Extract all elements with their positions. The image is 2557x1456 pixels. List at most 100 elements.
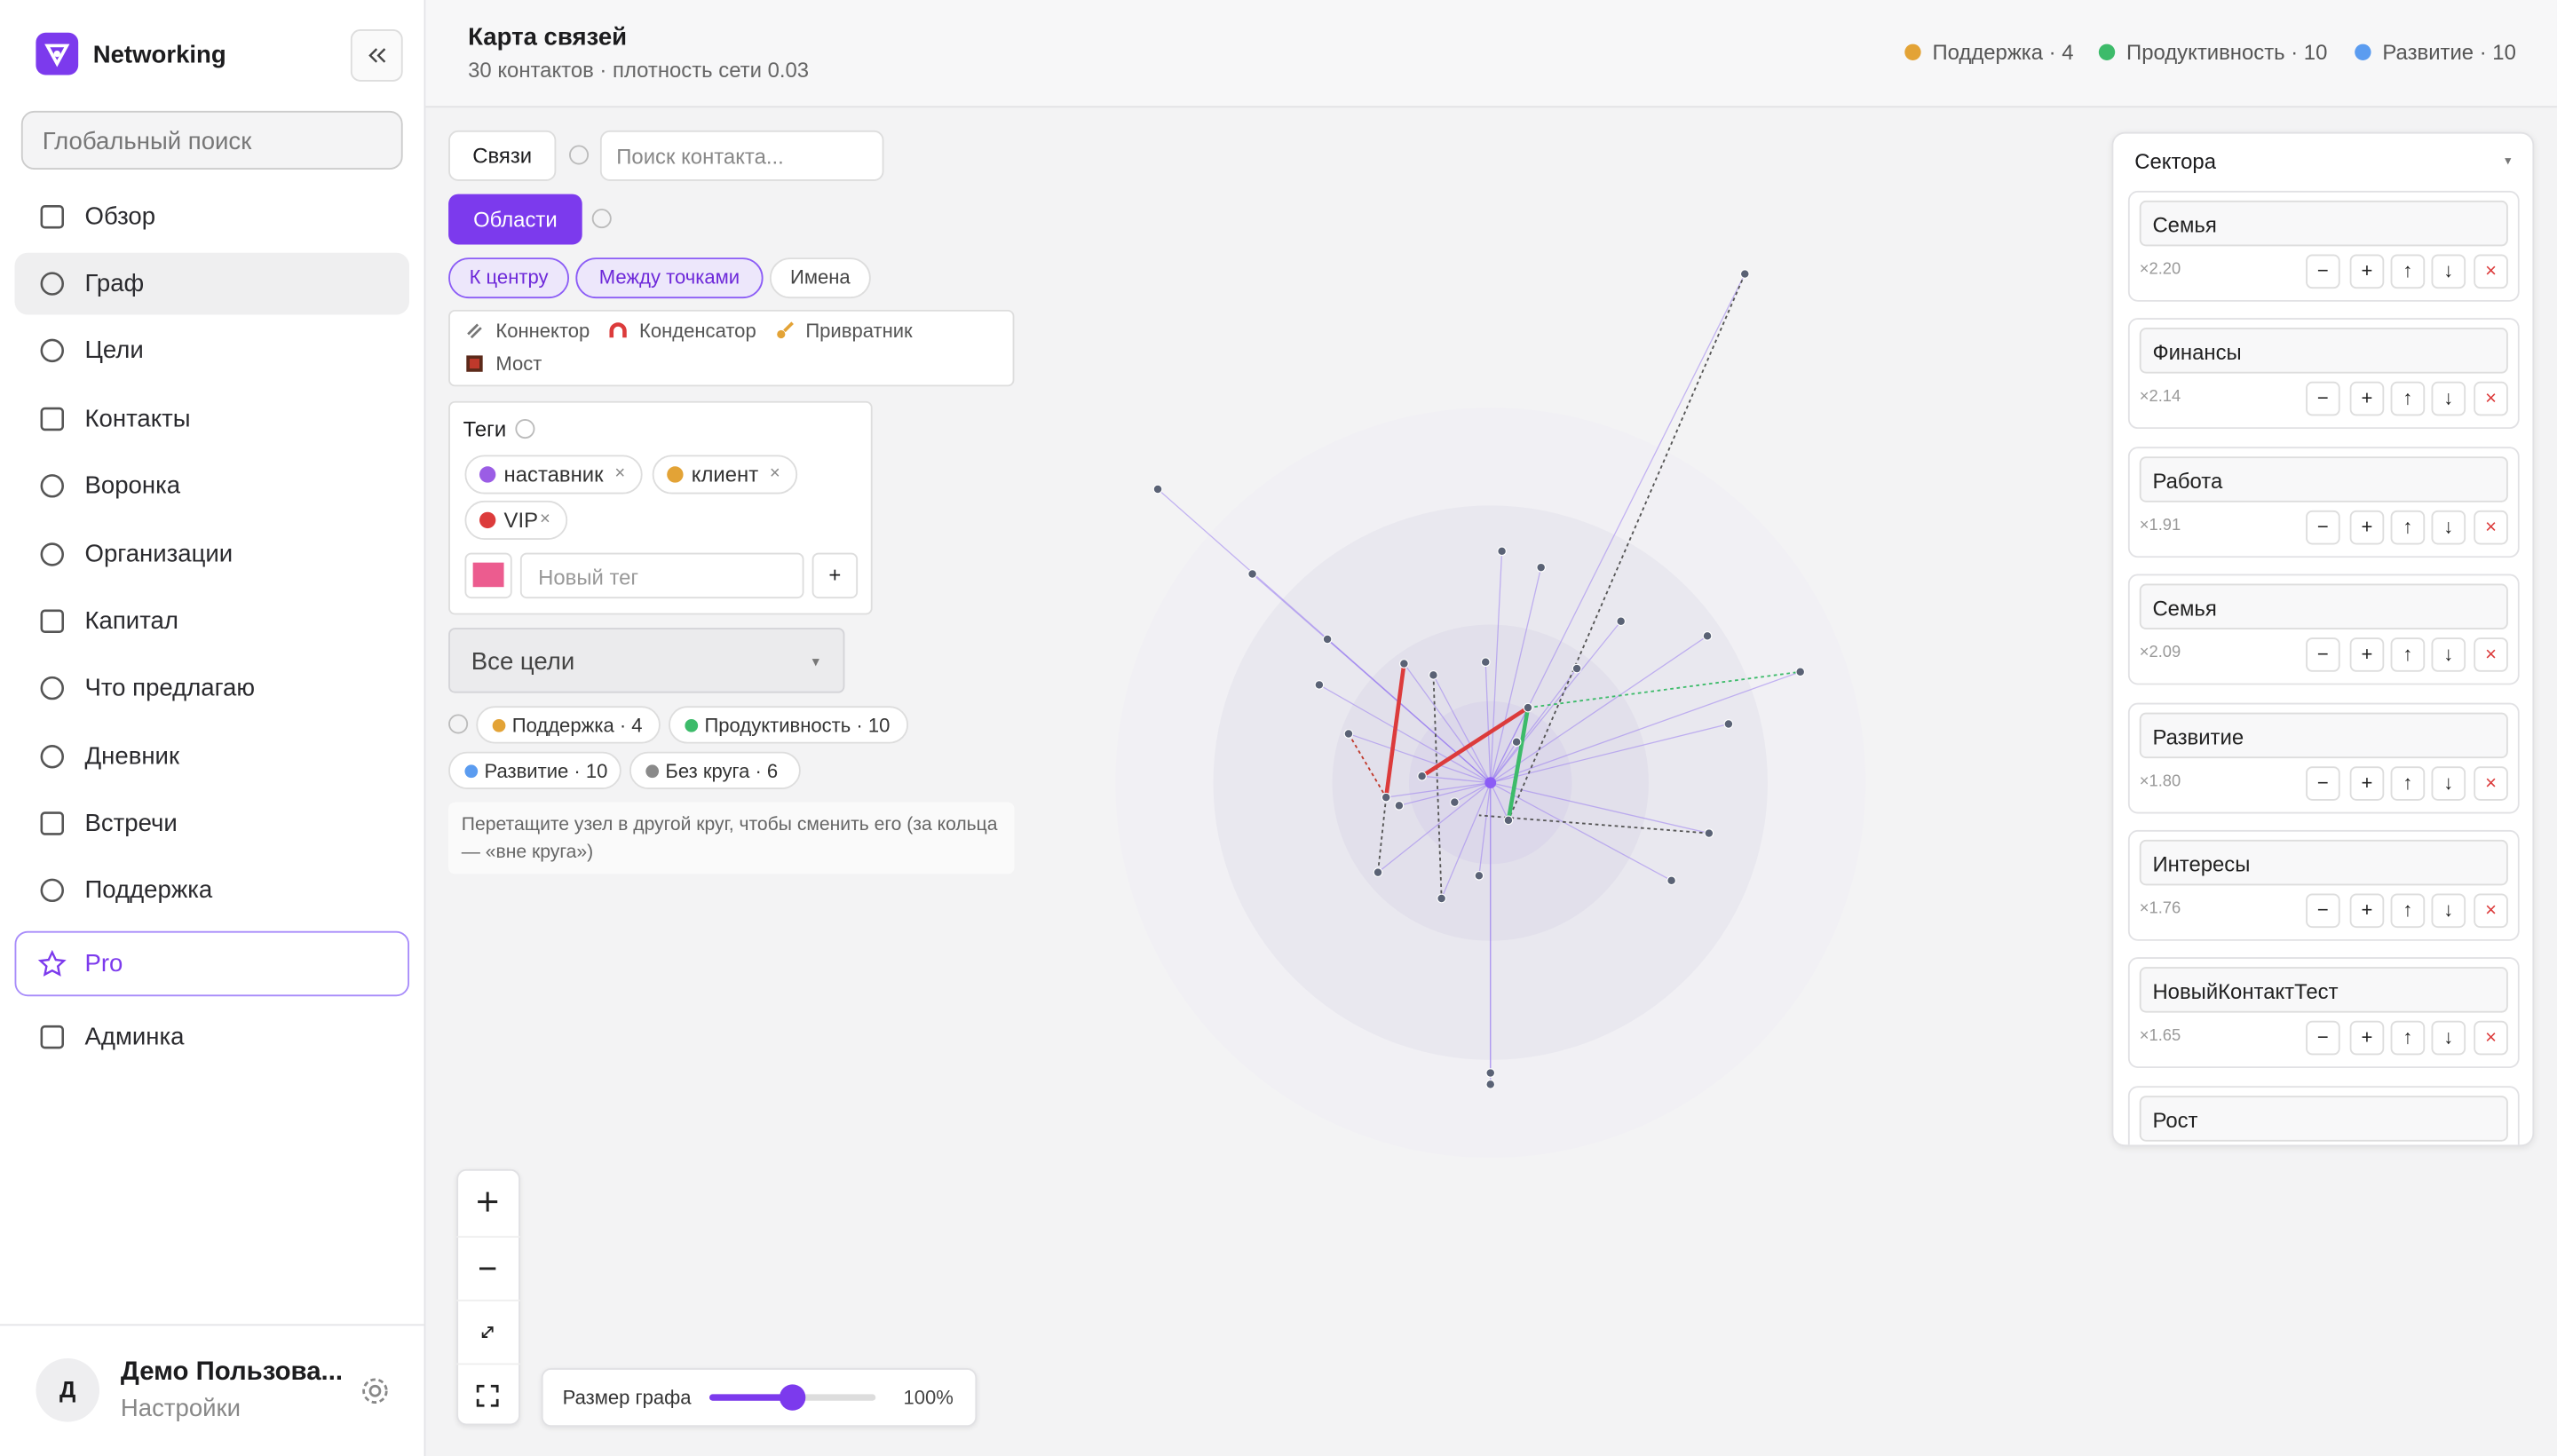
sector-weight: ×2.20 bbox=[2139, 260, 2181, 280]
nav-item[interactable] bbox=[15, 253, 409, 315]
sector-button[interactable]: + bbox=[2349, 637, 2385, 673]
sector-button[interactable]: ↑ bbox=[2390, 382, 2426, 417]
nav-item[interactable] bbox=[15, 657, 409, 719]
sector-button[interactable]: × bbox=[2474, 382, 2508, 417]
circle-chip[interactable] bbox=[476, 706, 661, 744]
sector-button[interactable]: × bbox=[2474, 893, 2508, 929]
contact-search[interactable]: Поиск контакта... bbox=[599, 130, 884, 181]
color-dot bbox=[479, 466, 496, 483]
sector-button[interactable]: + bbox=[2349, 1021, 2385, 1056]
sector-button[interactable]: ↓ bbox=[2431, 637, 2466, 673]
nav-item[interactable] bbox=[15, 186, 409, 248]
links-button[interactable]: Связи bbox=[448, 130, 557, 181]
nav-icon bbox=[40, 407, 64, 431]
sector-button[interactable]: ↑ bbox=[2390, 637, 2426, 673]
zoom-divider bbox=[456, 1299, 520, 1302]
roles-box bbox=[448, 309, 1015, 387]
sector-card: НовыйКонтактТест ×1.65 − + ↑ ↓ × bbox=[2127, 957, 2520, 1069]
sector-button[interactable]: ↑ bbox=[2390, 765, 2426, 801]
info-icon bbox=[448, 714, 469, 734]
sector-button[interactable]: ↓ bbox=[2431, 893, 2466, 929]
sector-button[interactable]: + bbox=[2349, 893, 2385, 929]
sector-button[interactable]: − bbox=[2306, 893, 2340, 929]
sector-button[interactable]: ↑ bbox=[2390, 1021, 2426, 1056]
sector-button[interactable]: + bbox=[2349, 254, 2385, 289]
sector-button[interactable]: + bbox=[2349, 510, 2385, 545]
sector-button[interactable]: ↑ bbox=[2390, 510, 2426, 545]
circle-label: Развитие · 10 bbox=[484, 758, 608, 782]
areas-button[interactable]: Области bbox=[448, 194, 582, 245]
sector-name-input[interactable]: НовыйКонтактТест bbox=[2139, 967, 2508, 1014]
sector-button[interactable]: × bbox=[2474, 1021, 2508, 1056]
logo-mark bbox=[44, 44, 70, 67]
global-search[interactable]: Глобальный поиск bbox=[20, 110, 403, 170]
sectors-title: Сектора bbox=[2134, 149, 2216, 174]
sector-button[interactable]: + bbox=[2349, 382, 2385, 417]
sector-button[interactable]: − bbox=[2306, 382, 2340, 417]
nav-item[interactable] bbox=[15, 1006, 409, 1068]
new-tag-input[interactable]: Новый тег bbox=[519, 552, 804, 599]
sector-weight: ×2.09 bbox=[2139, 644, 2181, 663]
add-tag-button[interactable]: + bbox=[811, 552, 859, 599]
nav-item[interactable] bbox=[15, 933, 409, 995]
size-thumb[interactable] bbox=[779, 1384, 806, 1411]
goals-select[interactable]: Все цели ▾ bbox=[448, 628, 845, 693]
sector-button[interactable]: ↓ bbox=[2431, 510, 2466, 545]
size-value: 100% bbox=[903, 1386, 954, 1409]
sector-button[interactable]: ↓ bbox=[2431, 1021, 2466, 1056]
info-icon bbox=[569, 145, 590, 165]
sector-button[interactable]: ↓ bbox=[2431, 765, 2466, 801]
nav-item[interactable] bbox=[15, 388, 409, 450]
sector-button[interactable]: − bbox=[2306, 637, 2340, 673]
nav-item[interactable] bbox=[15, 793, 409, 855]
size-label: Размер графа bbox=[562, 1386, 692, 1409]
circle-chip[interactable] bbox=[669, 706, 909, 744]
nav-icon bbox=[40, 338, 64, 363]
sector-card: Финансы ×2.14 − + ↑ ↓ × bbox=[2127, 318, 2520, 430]
sector-button[interactable]: × bbox=[2474, 510, 2508, 545]
legend-label: Поддержка · 4 bbox=[1932, 39, 2074, 65]
circle-label: Поддержка · 4 bbox=[511, 713, 643, 737]
sector-name-input[interactable]: Финансы bbox=[2139, 328, 2508, 375]
nav-item[interactable] bbox=[15, 590, 409, 653]
sector-button[interactable]: − bbox=[2306, 254, 2340, 289]
zoom-icon bbox=[476, 1384, 499, 1407]
sector-button[interactable]: − bbox=[2306, 1021, 2340, 1056]
sector-button[interactable]: × bbox=[2474, 254, 2508, 289]
sector-weight: ×2.14 bbox=[2139, 388, 2181, 408]
sector-button[interactable]: × bbox=[2474, 765, 2508, 801]
mode-pill[interactable]: Между точками bbox=[575, 257, 764, 299]
sector-weight: ×1.80 bbox=[2139, 772, 2181, 791]
sector-button[interactable]: ↑ bbox=[2390, 254, 2426, 289]
nav-item[interactable] bbox=[15, 725, 409, 787]
sector-button[interactable]: ↓ bbox=[2431, 382, 2466, 417]
sector-name-input[interactable]: Семья bbox=[2139, 200, 2508, 247]
sector-button[interactable]: ↑ bbox=[2390, 893, 2426, 929]
sector-name-input[interactable]: Интересы bbox=[2139, 839, 2508, 886]
sector-button[interactable]: ↓ bbox=[2431, 254, 2466, 289]
role-label: Коннектор bbox=[495, 319, 590, 343]
nav-item[interactable] bbox=[15, 320, 409, 382]
sector-name-input[interactable]: Работа bbox=[2139, 455, 2508, 502]
nav-item[interactable] bbox=[15, 524, 409, 586]
nav-item[interactable] bbox=[15, 859, 409, 922]
collapse-button[interactable] bbox=[350, 29, 403, 82]
role-label: Привратник bbox=[805, 319, 913, 343]
nav-item[interactable] bbox=[15, 455, 409, 517]
sector-button[interactable]: + bbox=[2349, 765, 2385, 801]
sector-button[interactable]: − bbox=[2306, 765, 2340, 801]
nav-icon bbox=[37, 949, 67, 977]
sector-button[interactable]: − bbox=[2306, 510, 2340, 545]
nav-icon bbox=[40, 676, 64, 700]
sector-name-input[interactable]: Семья bbox=[2139, 583, 2508, 630]
sector-card: Семья ×2.09 − + ↑ ↓ × bbox=[2127, 574, 2520, 685]
mode-pill[interactable]: К центру bbox=[448, 257, 570, 299]
goals-select-arrow: ▾ bbox=[811, 653, 819, 669]
sector-name-input[interactable]: Рост bbox=[2139, 1095, 2508, 1142]
sector-name-input[interactable]: Развитие bbox=[2139, 711, 2508, 758]
sector-weight: ×1.91 bbox=[2139, 516, 2181, 535]
sector-button[interactable]: × bbox=[2474, 637, 2508, 673]
mode-pill[interactable]: Имена bbox=[769, 257, 871, 299]
